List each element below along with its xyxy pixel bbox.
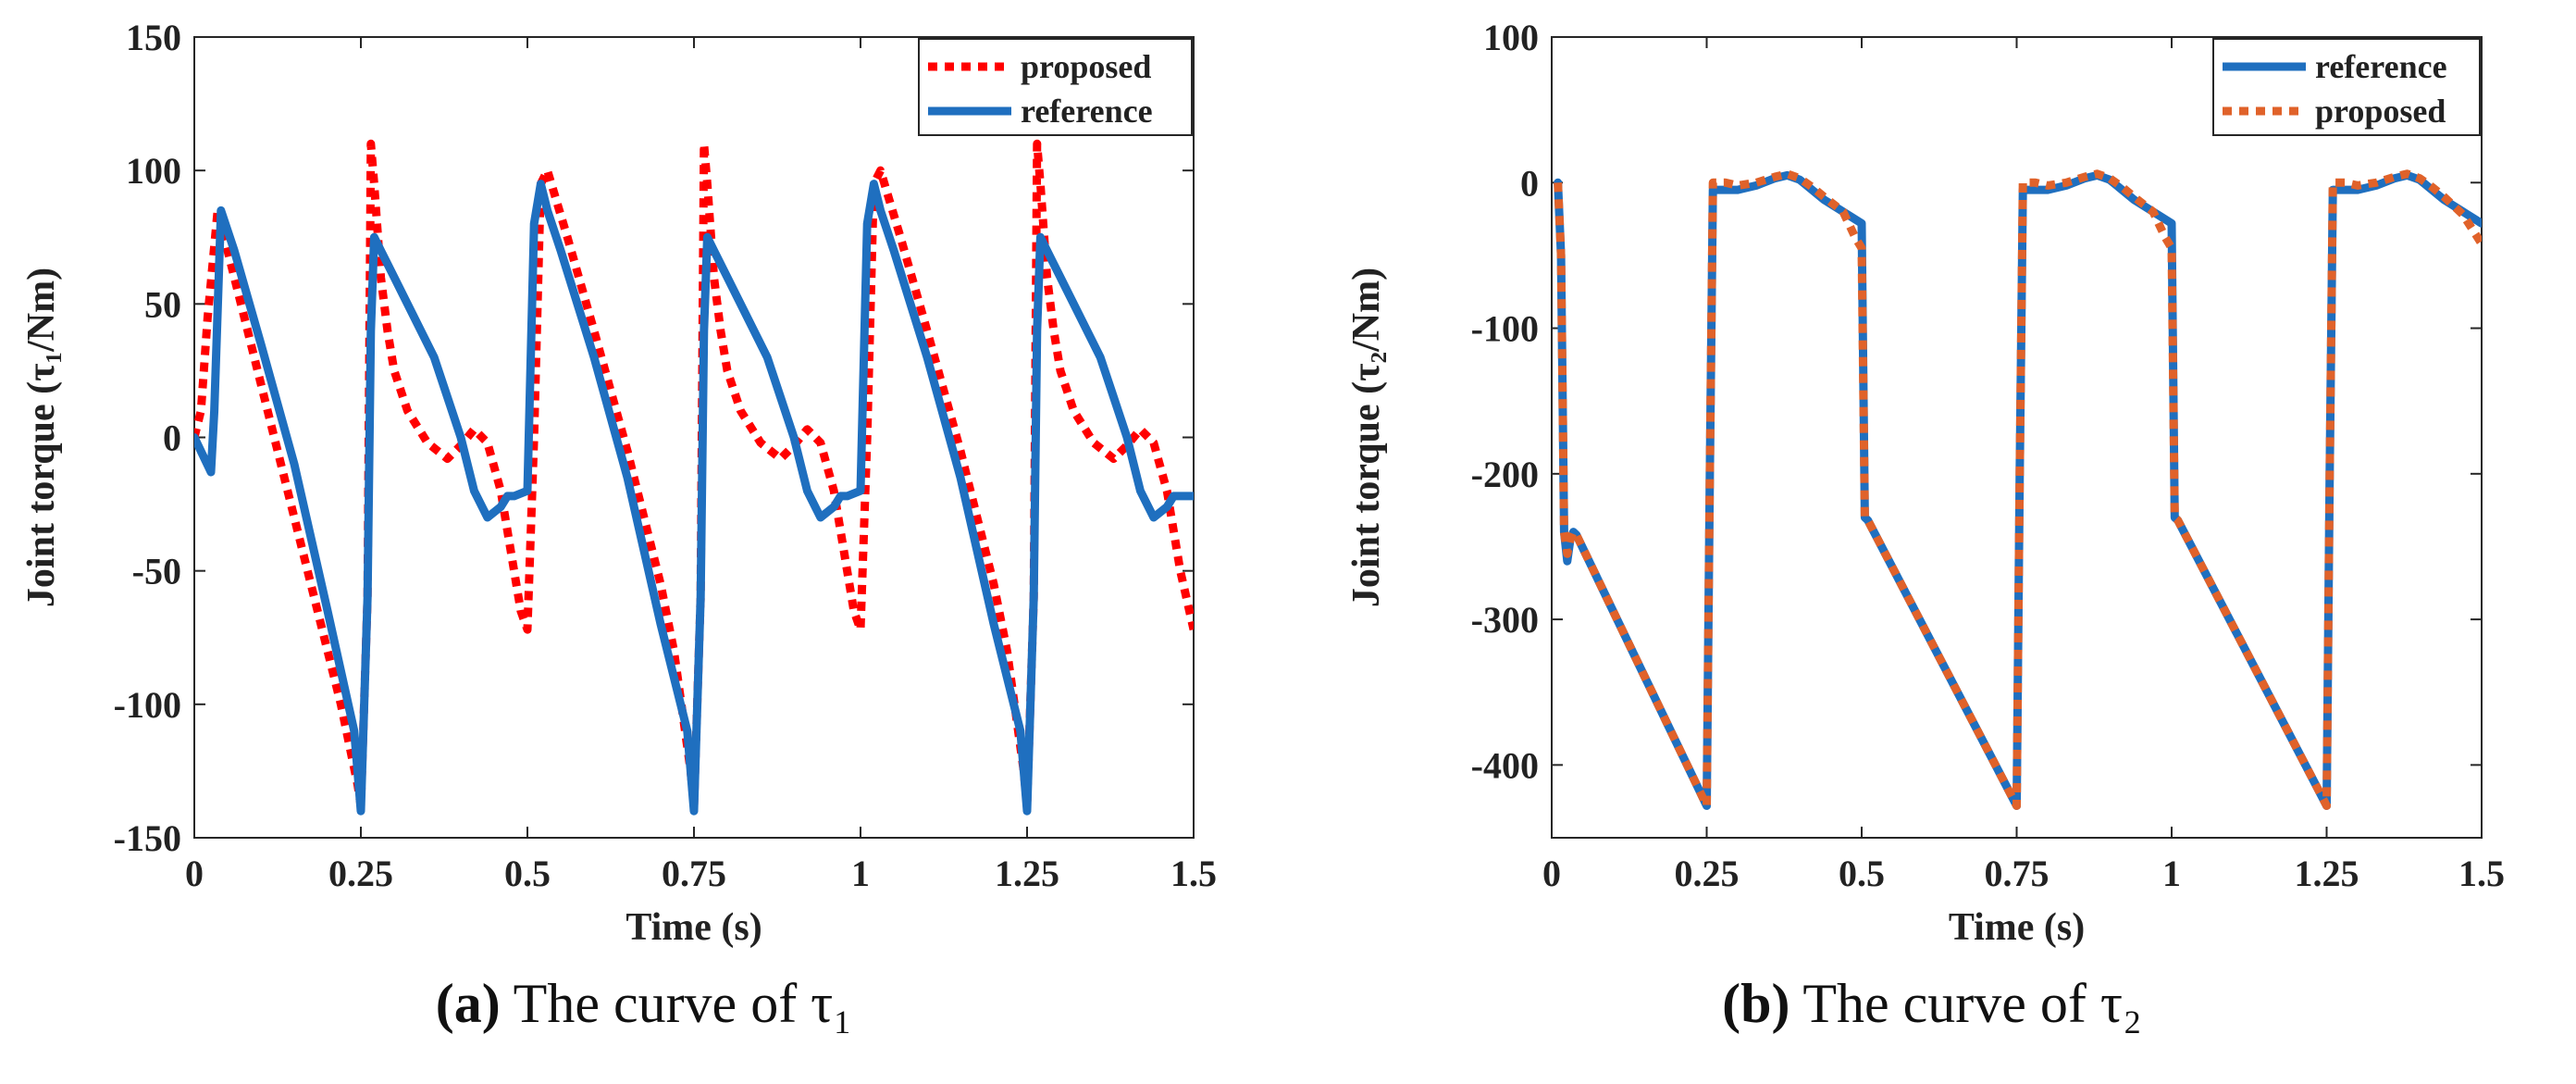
panel-b: 0 0.25 0.5 0.75 1 1.25 1.5 -400 -300 -200 -100 0 100…	[1288, 0, 2576, 1084]
chart-tau2: 0 0.25 0.5 0.75 1 1.25 1.5 -400 -300 -200 -100 0 100…	[1345, 17, 2505, 949]
caption-b-text: The curve of τ₂	[1790, 973, 2142, 1034]
y-tick-label: 0	[163, 417, 181, 459]
caption-b-letter: (b)	[1722, 973, 1790, 1034]
series-line-reference	[1554, 170, 2482, 810]
y-tick-label: 100	[1483, 17, 1539, 58]
legend-box	[2212, 38, 2481, 136]
x-tick-label: 0.25	[1675, 853, 1740, 894]
y-tick-label: -150	[114, 817, 181, 859]
x-tick-label: 1	[851, 853, 870, 894]
x-tick-label: 0.25	[328, 853, 393, 894]
legend-label-proposed: proposed	[2315, 93, 2446, 130]
x-tick-label: 1	[2162, 853, 2181, 894]
y-tick-label: 0	[1520, 162, 1539, 204]
x-tick-label: 0	[1542, 853, 1561, 894]
legend-box	[918, 38, 1193, 136]
y-tick-label: -400	[1471, 744, 1539, 786]
x-tick-label: 1.5	[2458, 853, 2505, 894]
x-tick-label: 0.5	[504, 853, 551, 894]
x-tick-label: 1.25	[995, 853, 1059, 894]
y-tick-label: -100	[1471, 308, 1539, 350]
x-tick-label: 0	[185, 853, 204, 894]
x-axis-label: Time (s)	[1949, 906, 2085, 949]
legend-label-reference: reference	[2315, 48, 2447, 85]
y-tick-label: 100	[126, 150, 181, 192]
x-tick-label: 0.75	[1985, 853, 2050, 894]
y-axis-label: Joint torque (τ₁/Nm)	[20, 268, 63, 607]
chart-tau1: 0 0.25 0.5 0.75 1 1.25 1.5 -150 -100 -50 0 50 100 150…	[20, 17, 1217, 949]
x-axis-label: Time (s)	[625, 906, 762, 949]
panel-a: 0 0.25 0.5 0.75 1 1.25 1.5 -150 -100 -50 0 50 100 150…	[0, 17, 1288, 1036]
caption-b: (b) The curve of τ₂	[1288, 972, 2576, 1036]
y-axis-label: Joint torque (τ₂/Nm)	[1345, 268, 1388, 607]
legend-label-reference: reference	[1021, 93, 1153, 130]
caption-a: (a) The curve of τ₁	[0, 972, 1288, 1036]
x-tick-label: 1.5	[1170, 853, 1217, 894]
y-tick-label: 50	[144, 283, 181, 325]
y-tick-label: -200	[1471, 454, 1539, 495]
caption-a-text: The curve of τ₁	[500, 973, 853, 1034]
series-line-reference	[194, 180, 1194, 816]
legend-label-proposed: proposed	[1021, 48, 1151, 85]
x-tick-label: 1.25	[2295, 853, 2359, 894]
caption-a-letter: (a)	[435, 973, 501, 1034]
y-tick-label: -300	[1471, 599, 1539, 641]
y-tick-label: -50	[132, 551, 181, 592]
y-tick-label: -100	[114, 684, 181, 726]
x-tick-label: 0.75	[662, 853, 726, 894]
x-tick-label: 0.5	[1839, 853, 1885, 894]
y-tick-label: 150	[126, 17, 181, 58]
